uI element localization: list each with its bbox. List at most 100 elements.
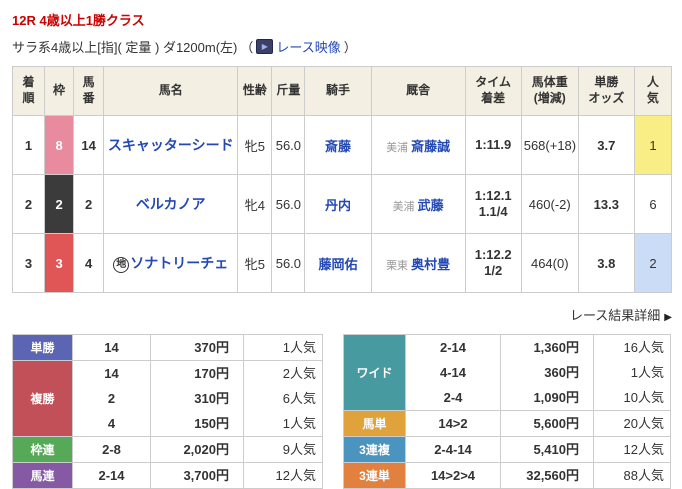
popularity-cell: 20人気 [593,410,671,437]
col-header-rank: 着 順 [11,66,46,116]
popularity-cell: 9人気 [243,436,323,463]
stable-cell: 美浦 武藤 [370,174,466,234]
popularity-cell: 12人気 [593,436,671,463]
time-margin-cell: 1:12.1 1.1/4 [464,174,522,234]
race-detail-link[interactable]: レース結果詳細 ▶ [570,308,672,323]
payout-row-wakuren: 枠連 2-8 2,020円 9人気 [12,436,323,463]
amount-cell: 3,700円 [150,462,244,489]
col-header-sex-age: 性齢 [237,66,273,116]
combination-cell: 2-8 [72,436,151,463]
col-header-jockey: 騎手 [304,66,372,116]
payout-row-wide: ワイド 2-14 4-14 2-4 1,360円 360円 1,090円 16人気 1人気… [343,334,671,411]
trainer-link[interactable]: 奥村豊 [411,256,451,272]
win-odds-cell: 3.8 [577,233,635,293]
time-margin-cell: 1:12.2 1/2 [464,233,522,293]
time-value: 1:12.1 [474,187,512,203]
amount-cell: 170円 310円 150円 [150,360,244,437]
jockey-link[interactable]: 丹内 [324,197,351,213]
bracket-cell: 8 [44,115,75,175]
detail-link-row: レース結果詳細 ▶ [12,305,672,324]
horse-number-cell: 2 [73,174,105,234]
bet-type-label: ワイド [343,334,406,411]
payout-table-right: ワイド 2-14 4-14 2-4 1,360円 360円 1,090円 16人気 1人気… [343,334,671,489]
region-label: 栗東 [386,259,409,272]
rank-cell: 3 [11,233,46,293]
jockey-link[interactable]: 藤岡佑 [318,256,358,272]
amount-cell: 5,410円 [500,436,594,463]
local-horse-mark-icon: 地 [113,257,130,273]
combination-cell: 14>2>4 [405,462,501,489]
win-odds-cell: 13.3 [577,174,635,234]
sex-age-cell: 牝5 [237,233,273,293]
col-header-stable: 厩舎 [370,66,466,116]
rank-cell: 2 [11,174,46,234]
popularity-cell: 2人気 6人気 1人気 [243,360,323,437]
race-conditions-text: サラ系4歳以上[指]( 定量 ) ダ1200m(左) [12,40,238,55]
results-header-row: 着 順 枠 馬 番 馬名 性齢 斤量 騎手 厩舎 タイム 着差 馬体重 (増減)… [11,66,673,116]
horse-name-link[interactable]: スキャッターシード [107,137,234,153]
bet-type-label: 馬単 [343,410,406,437]
margin-value: 1/2 [484,263,503,278]
bet-type-label: 単勝 [12,334,73,361]
weight-cell: 56.0 [271,233,306,293]
race-results-table: 着 順 枠 馬 番 馬名 性齢 斤量 騎手 厩舎 タイム 着差 馬体重 (増減)… [11,66,673,293]
amount-cell: 32,560円 [500,462,594,489]
combination-cell: 2-4-14 [405,436,501,463]
popularity-cell: 6 [633,174,673,234]
amount-cell: 370円 [150,334,244,361]
payout-section: 単勝 14 370円 1人気 複勝 14 2 4 170円 310円 150円 2人気 6… [12,334,672,489]
popularity-cell: 12人気 [243,462,323,489]
time-value: 1:11.9 [475,136,512,152]
payout-table-left: 単勝 14 370円 1人気 複勝 14 2 4 170円 310円 150円 2人気 6… [12,334,323,489]
payout-row-fukusho: 複勝 14 2 4 170円 310円 150円 2人気 6人気 1人気 [12,360,323,437]
stable-cell: 美浦 斎藤誠 [370,115,466,175]
popularity-cell: 88人気 [593,462,671,489]
jockey-cell: 藤岡佑 [304,233,372,293]
combination-cell: 2-14 [72,462,151,489]
bracket-cell: 3 [44,233,75,293]
trainer-link[interactable]: 武藤 [417,197,444,213]
bet-type-label: 3連複 [343,436,406,463]
payout-row-umaren: 馬連 2-14 3,700円 12人気 [12,462,323,489]
jockey-cell: 丹内 [304,174,372,234]
popularity-cell: 2 [633,233,673,293]
video-play-icon[interactable]: ▶ [256,39,274,54]
payout-row-tansho: 単勝 14 370円 1人気 [12,334,323,361]
paren-close: ） [343,40,357,55]
combination-cell: 14 2 4 [72,360,151,437]
horse-name-link[interactable]: ソナトリーチェ [130,255,229,271]
popularity-cell: 16人気 1人気 10人気 [593,334,671,411]
col-header-time-margin: タイム 着差 [464,66,522,116]
amount-cell: 2,020円 [150,436,244,463]
col-header-win-odds: 単勝 オッズ [577,66,635,116]
result-row-3: 3 3 4 地ソナトリーチェ 牝5 56.0 藤岡佑 栗東 奥村豊 1:12.2 1… [11,233,673,293]
horse-name-cell: ベルカノア [103,174,239,234]
bracket-cell: 2 [44,174,75,234]
jockey-link[interactable]: 斎藤 [324,138,351,154]
col-header-bracket: 枠 [44,66,75,116]
weight-cell: 56.0 [271,174,306,234]
stable-cell: 栗東 奥村豊 [370,233,466,293]
region-label: 美浦 [386,141,409,154]
bet-type-label: 3連単 [343,462,406,489]
race-detail-link-label: レース結果詳細 [569,308,661,323]
horse-number-cell: 4 [73,233,105,293]
col-header-body-weight: 馬体重 (増減) [520,66,579,116]
trainer-link[interactable]: 斎藤誠 [411,138,451,154]
horse-name-link[interactable]: ベルカノア [135,196,206,212]
result-row-2: 2 2 2 ベルカノア 牝4 56.0 丹内 美浦 武藤 1:12.1 1.1/4 … [11,174,673,234]
col-header-weight: 斤量 [271,66,306,116]
horse-name-cell: 地ソナトリーチェ [103,233,239,293]
bet-type-label: 馬連 [12,462,73,489]
payout-row-sanrenpuku: 3連複 2-4-14 5,410円 12人気 [343,436,671,463]
payout-row-sanrentan: 3連単 14>2>4 32,560円 88人気 [343,462,671,489]
payout-row-umatan: 馬単 14>2 5,600円 20人気 [343,410,671,437]
jockey-cell: 斎藤 [304,115,372,175]
margin-value: 1.1/4 [478,204,508,219]
weight-cell: 56.0 [271,115,306,175]
race-video-link[interactable]: レース映像 [276,40,341,55]
combination-cell: 14 [72,334,151,361]
popularity-cell: 1人気 [243,334,323,361]
horse-name-cell: スキャッターシード [103,115,239,175]
